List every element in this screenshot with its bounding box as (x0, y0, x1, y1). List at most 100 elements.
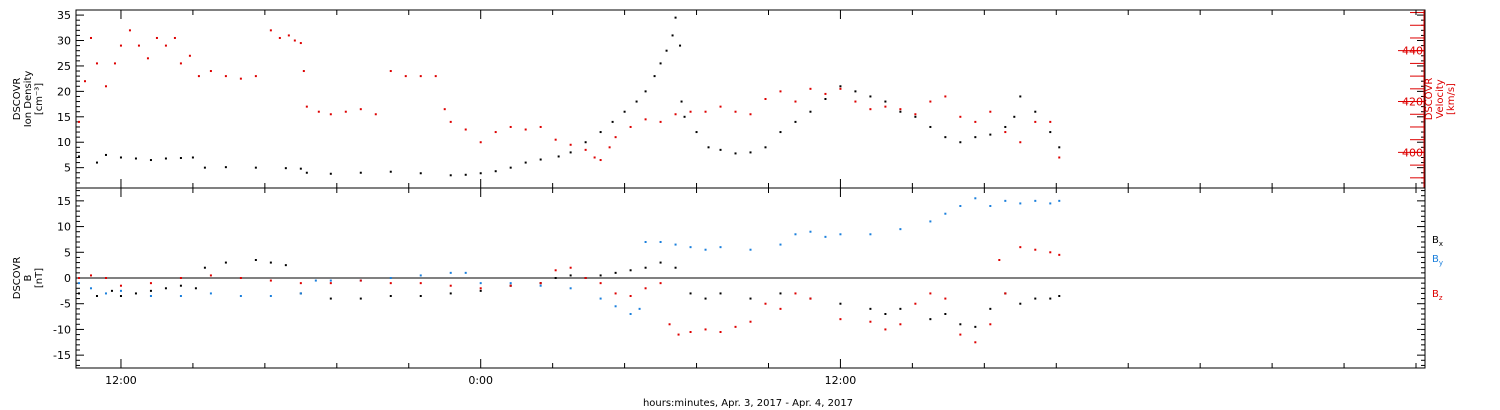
density-point (734, 152, 737, 155)
bx-point (884, 313, 887, 315)
b-axis-tick-label: -15 (53, 349, 71, 362)
bz-point (629, 295, 632, 297)
bx-point (719, 292, 722, 295)
b-axis-label-line: DSCOVR (12, 257, 23, 300)
velocity-point (113, 62, 116, 65)
bz-point (89, 274, 92, 277)
bx-point (479, 289, 482, 292)
velocity-point (95, 62, 98, 65)
velocity-point (299, 42, 302, 45)
velocity-point (1058, 156, 1061, 159)
by-point (104, 292, 107, 295)
density-point (419, 172, 422, 175)
density-point (164, 157, 167, 160)
density-point (764, 146, 767, 149)
velocity-point (1019, 141, 1022, 144)
velocity-point (794, 100, 797, 103)
velocity-point (146, 57, 149, 60)
density-axis-tick-label: 25 (57, 60, 71, 73)
velocity-point (959, 115, 962, 118)
by-point (539, 284, 542, 287)
density-point (679, 44, 682, 47)
density-point (329, 172, 332, 175)
velocity-point (929, 100, 932, 103)
velocity-point (83, 80, 86, 83)
bx-point (674, 266, 677, 269)
legend-subscript: y (1439, 259, 1443, 267)
density-point (584, 141, 587, 144)
bz-point (794, 292, 797, 295)
velocity-point (224, 75, 227, 78)
by-point (614, 305, 617, 308)
velocity-point (317, 110, 320, 113)
velocity-point (302, 70, 305, 73)
velocity-point (593, 156, 596, 159)
bz-point (179, 277, 182, 279)
by-point (749, 248, 752, 251)
density-point (1058, 146, 1061, 149)
by-point (239, 295, 242, 297)
bz-point (944, 297, 947, 300)
density-axis-tick-label: 35 (57, 9, 71, 22)
bz-point (329, 282, 332, 285)
by-point (209, 292, 212, 295)
velocity-point (854, 100, 857, 103)
density-point (557, 155, 560, 158)
legend-subscript: x (1439, 240, 1443, 248)
density-point (824, 98, 827, 100)
bx-point (1019, 302, 1022, 305)
velocity-axis-label-line: DSCOVR (1424, 78, 1435, 121)
velocity-point (614, 136, 617, 139)
by-point (869, 233, 872, 236)
bx-point (77, 292, 80, 295)
density-point (539, 158, 542, 161)
velocity-point (164, 44, 167, 47)
by-point (464, 271, 467, 274)
bz-point (1058, 253, 1061, 256)
velocity-point (188, 54, 191, 57)
velocity-axis-label: DSCOVRVelocity[km/s] (1424, 78, 1457, 121)
density-point (134, 157, 137, 160)
bz-point (509, 284, 512, 287)
velocity-point (239, 77, 242, 80)
b-axis-label: DSCOVRB[nT] (12, 257, 45, 300)
bz-point (479, 287, 482, 290)
density-point (1049, 131, 1052, 134)
by-point (329, 279, 332, 282)
by-point (1034, 199, 1037, 202)
density-point (749, 151, 752, 154)
b-axis-tick-label: 15 (57, 195, 71, 208)
density-point (449, 174, 452, 177)
bx-point (269, 261, 272, 264)
bz-point (959, 333, 962, 336)
by-point (1049, 202, 1052, 205)
bx-point (203, 266, 206, 269)
bx-point (959, 323, 962, 326)
velocity-point (809, 87, 812, 90)
by-point (644, 241, 647, 243)
bx-point (194, 287, 197, 290)
bx-point (659, 261, 662, 264)
density-axis-tick-label: 5 (64, 162, 71, 175)
density-point (1019, 95, 1022, 98)
bx-point (449, 292, 452, 295)
density-point (524, 161, 527, 164)
velocity-point (824, 92, 827, 95)
by-point (599, 297, 602, 300)
by-point (269, 295, 272, 297)
bz-point (419, 282, 422, 285)
density-point (695, 131, 698, 134)
density-point (974, 136, 977, 139)
by-point (809, 230, 812, 233)
velocity-point (584, 148, 587, 151)
bx-point (179, 284, 182, 287)
density-point (254, 166, 257, 169)
density-point (674, 16, 677, 19)
legend-label: B (1432, 235, 1439, 246)
density-point (809, 110, 812, 113)
by-point (89, 287, 92, 290)
density-point (149, 159, 152, 162)
by-point (1019, 202, 1022, 205)
